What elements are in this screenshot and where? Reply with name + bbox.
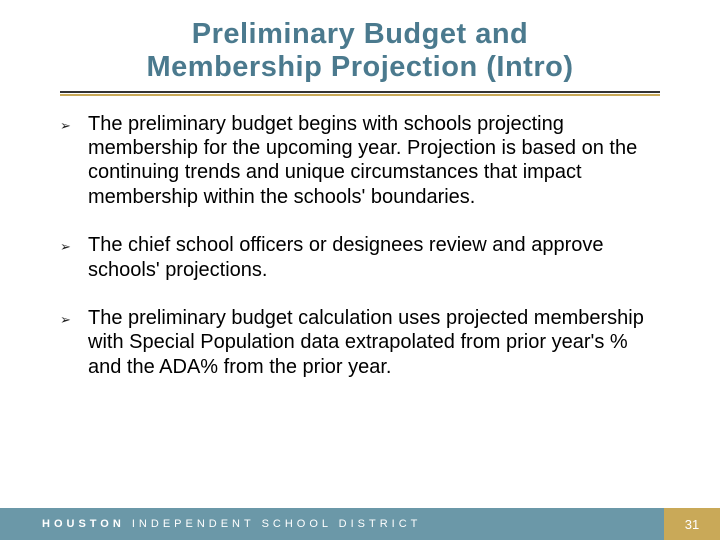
- bullet-arrow-icon: ➢: [60, 233, 88, 259]
- bullet-text: The preliminary budget begins with schoo…: [88, 112, 660, 210]
- footer-org-name: HOUSTON INDEPENDENT SCHOOL DISTRICT: [42, 518, 421, 530]
- bullet-arrow-icon: ➢: [60, 112, 88, 138]
- list-item: ➢ The preliminary budget begins with sch…: [60, 112, 660, 210]
- bullet-arrow-icon: ➢: [60, 306, 88, 332]
- title-line-2: Membership Projection (Intro): [147, 51, 574, 83]
- bullet-text: The preliminary budget calculation uses …: [88, 306, 660, 379]
- list-item: ➢ The chief school officers or designees…: [60, 233, 660, 282]
- list-item: ➢ The preliminary budget calculation use…: [60, 306, 660, 379]
- bullet-text: The chief school officers or designees r…: [88, 233, 660, 282]
- footer-org-bold: HOUSTON: [42, 518, 125, 530]
- slide-title: Preliminary Budget and Membership Projec…: [60, 18, 660, 85]
- title-line-1: Preliminary Budget and: [192, 18, 529, 50]
- footer-org-bar: HOUSTON INDEPENDENT SCHOOL DISTRICT: [0, 508, 664, 540]
- footer-org-rest: INDEPENDENT SCHOOL DISTRICT: [125, 518, 422, 530]
- slide-footer: HOUSTON INDEPENDENT SCHOOL DISTRICT 31: [0, 508, 720, 540]
- slide-title-block: Preliminary Budget and Membership Projec…: [60, 0, 660, 93]
- page-number: 31: [664, 508, 720, 540]
- content-area: ➢ The preliminary budget begins with sch…: [0, 96, 720, 380]
